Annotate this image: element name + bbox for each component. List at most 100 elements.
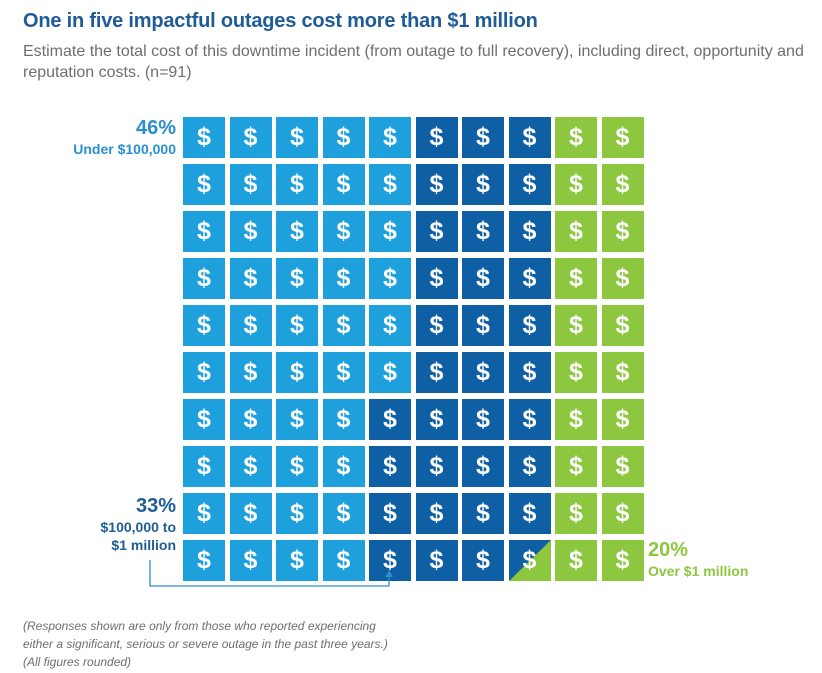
waffle-cell-over-1m: $: [555, 258, 597, 299]
waffle-cell-100k-to-1m: $: [508, 305, 551, 346]
waffle-cell-under-100k: $: [276, 305, 318, 346]
dollar-sign-icon: $: [243, 499, 258, 527]
waffle-cell-100k-to-1m: $: [415, 493, 458, 534]
waffle-cell-100k-to-1m: $: [462, 399, 504, 440]
waffle-cell-100k-to-1m: $: [462, 305, 504, 346]
dollar-sign-icon: $: [383, 405, 397, 433]
dollar-sign-icon: $: [383, 123, 397, 151]
dollar-sign-icon: $: [569, 311, 583, 339]
waffle-cell-100k-to-1m: $: [508, 493, 551, 534]
dollar-sign-icon: $: [243, 311, 258, 339]
label-mid-percent: 33%: [135, 495, 176, 517]
footnote: (Responses shown are only from those who…: [23, 617, 523, 671]
waffle-cell-under-100k: $: [276, 352, 318, 393]
dollar-sign-icon: $: [522, 546, 537, 574]
waffle-cell-split: $: [508, 540, 551, 581]
dollar-sign-icon: $: [569, 358, 583, 386]
dollar-sign-icon: $: [336, 170, 351, 198]
dollar-sign-icon: $: [383, 217, 397, 245]
dollar-sign-icon: $: [569, 405, 583, 433]
waffle-cell-100k-to-1m: $: [462, 258, 504, 299]
waffle-cell-under-100k: $: [229, 164, 272, 205]
waffle-cell-under-100k: $: [229, 540, 272, 581]
dollar-sign-icon: $: [615, 217, 630, 245]
dollar-sign-icon: $: [197, 499, 211, 527]
dollar-sign-icon: $: [615, 264, 630, 292]
waffle-cell-over-1m: $: [555, 117, 597, 158]
waffle-cell-over-1m: $: [601, 493, 644, 534]
dollar-sign-icon: $: [615, 358, 630, 386]
waffle-cell-under-100k: $: [183, 399, 225, 440]
dollar-sign-icon: $: [290, 170, 304, 198]
label-under-text: Under $100,000: [73, 141, 176, 157]
waffle-cell-under-100k: $: [276, 164, 318, 205]
dollar-sign-icon: $: [197, 405, 211, 433]
dollar-sign-icon: $: [336, 217, 351, 245]
waffle-cell-under-100k: $: [322, 258, 365, 299]
dollar-sign-icon: $: [336, 452, 351, 480]
dollar-sign-icon: $: [522, 123, 537, 151]
dollar-sign-icon: $: [615, 546, 630, 574]
label-mid-line1: $100,000 to: [100, 519, 177, 535]
waffle-cell-under-100k: $: [322, 493, 365, 534]
dollar-sign-icon: $: [522, 452, 537, 480]
dollar-sign-icon: $: [615, 170, 630, 198]
waffle-cell-under-100k: $: [229, 493, 272, 534]
dollar-sign-icon: $: [569, 546, 583, 574]
dollar-sign-icon: $: [336, 123, 351, 151]
waffle-cell-under-100k: $: [276, 211, 318, 252]
dollar-sign-icon: $: [476, 405, 490, 433]
dollar-sign-icon: $: [429, 546, 444, 574]
dollar-sign-icon: $: [383, 452, 397, 480]
waffle-cell-over-1m: $: [555, 446, 597, 487]
dollar-sign-icon: $: [569, 123, 583, 151]
dollar-sign-icon: $: [522, 358, 537, 386]
waffle-cell-over-1m: $: [601, 211, 644, 252]
dollar-sign-icon: $: [290, 452, 304, 480]
waffle-cell-100k-to-1m: $: [508, 164, 551, 205]
dollar-sign-icon: $: [429, 123, 444, 151]
dollar-sign-icon: $: [476, 311, 490, 339]
waffle-cell-over-1m: $: [601, 352, 644, 393]
dollar-sign-icon: $: [569, 499, 583, 527]
waffle-cell-under-100k: $: [322, 352, 365, 393]
dollar-sign-icon: $: [429, 358, 444, 386]
dollar-sign-icon: $: [522, 264, 537, 292]
dollar-sign-icon: $: [476, 264, 490, 292]
waffle-cell-over-1m: $: [601, 540, 644, 581]
waffle-cell-under-100k: $: [322, 540, 365, 581]
waffle-cell-over-1m: $: [555, 399, 597, 440]
waffle-cell-100k-to-1m: $: [462, 352, 504, 393]
waffle-cell-under-100k: $: [369, 258, 411, 299]
waffle-cell-100k-to-1m: $: [508, 258, 551, 299]
waffle-cell-under-100k: $: [229, 352, 272, 393]
waffle-cell-under-100k: $: [276, 493, 318, 534]
waffle-cell-under-100k: $: [229, 446, 272, 487]
waffle-cell-over-1m: $: [601, 258, 644, 299]
dollar-sign-icon: $: [429, 452, 444, 480]
dollar-sign-icon: $: [476, 499, 490, 527]
waffle-cell-100k-to-1m: $: [508, 117, 551, 158]
dollar-sign-icon: $: [336, 405, 351, 433]
waffle-cell-under-100k: $: [322, 446, 365, 487]
dollar-sign-icon: $: [522, 170, 537, 198]
waffle-cell-over-1m: $: [601, 117, 644, 158]
waffle-cell-under-100k: $: [183, 540, 225, 581]
waffle-cell-under-100k: $: [369, 117, 411, 158]
waffle-cell-over-1m: $: [601, 305, 644, 346]
dollar-sign-icon: $: [476, 546, 490, 574]
dollar-sign-icon: $: [197, 264, 211, 292]
dollar-sign-icon: $: [197, 546, 211, 574]
waffle-cell-under-100k: $: [322, 305, 365, 346]
waffle-cell-100k-to-1m: $: [415, 258, 458, 299]
dollar-sign-icon: $: [197, 311, 211, 339]
split-green-triangle: [508, 540, 551, 581]
dollar-sign-icon: $: [290, 499, 304, 527]
dollar-sign-icon: $: [243, 217, 258, 245]
waffle-cell-under-100k: $: [183, 446, 225, 487]
waffle-cell-under-100k: $: [322, 399, 365, 440]
dollar-sign-icon: $: [476, 217, 490, 245]
waffle-cell-under-100k: $: [183, 258, 225, 299]
waffle-cell-over-1m: $: [555, 164, 597, 205]
waffle-cell-over-1m: $: [601, 446, 644, 487]
